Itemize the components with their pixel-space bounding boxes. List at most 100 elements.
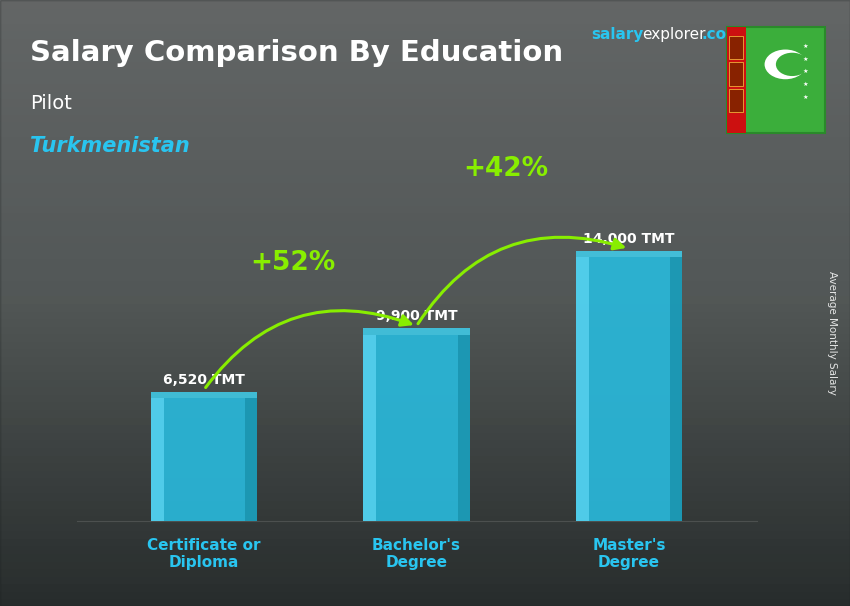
Bar — [0, 568, 850, 576]
Bar — [0, 15, 850, 22]
Bar — [0, 591, 850, 599]
Bar — [0, 189, 850, 197]
Bar — [0, 431, 850, 439]
Bar — [0, 53, 850, 61]
Bar — [0, 114, 850, 121]
FancyBboxPatch shape — [727, 27, 824, 133]
Text: .com: .com — [701, 27, 742, 42]
Bar — [0, 250, 850, 258]
Bar — [0, 204, 850, 212]
Bar — [0, 220, 850, 227]
Bar — [0, 136, 850, 144]
Bar — [0, 197, 850, 205]
Bar — [0, 38, 850, 45]
Polygon shape — [576, 257, 588, 521]
Bar — [0, 599, 850, 606]
Polygon shape — [151, 398, 257, 521]
Text: +42%: +42% — [463, 156, 548, 182]
Bar — [0, 144, 850, 152]
Polygon shape — [246, 398, 257, 521]
Bar — [0, 583, 850, 591]
Text: ★: ★ — [802, 44, 808, 49]
Bar — [0, 508, 850, 515]
Polygon shape — [671, 257, 682, 521]
Text: salary: salary — [591, 27, 643, 42]
Bar — [0, 159, 850, 167]
Bar — [0, 84, 850, 91]
Bar — [0, 30, 850, 38]
Bar — [0, 311, 850, 318]
Bar — [0, 106, 850, 114]
Text: ★: ★ — [802, 95, 808, 100]
Bar — [0, 152, 850, 159]
Bar — [0, 454, 850, 462]
Circle shape — [776, 53, 808, 76]
Bar — [0, 530, 850, 538]
Bar — [0, 296, 850, 303]
Bar — [0, 76, 850, 83]
Bar — [0, 280, 850, 288]
Polygon shape — [576, 257, 682, 521]
Bar — [0, 227, 850, 235]
Bar — [0, 522, 850, 530]
Bar — [0, 462, 850, 470]
Bar — [0, 576, 850, 583]
Text: explorer: explorer — [642, 27, 706, 42]
Bar — [0, 265, 850, 273]
Bar — [0, 341, 850, 348]
Polygon shape — [576, 251, 682, 257]
Bar — [0, 401, 850, 409]
Bar — [0, 273, 850, 280]
Bar — [0, 212, 850, 220]
Bar — [0, 91, 850, 98]
Text: ★: ★ — [802, 82, 808, 87]
Text: 6,520 TMT: 6,520 TMT — [163, 373, 245, 387]
Bar — [0, 364, 850, 371]
Bar — [0, 167, 850, 175]
Bar — [0, 182, 850, 189]
Bar — [0, 424, 850, 431]
Bar — [0, 235, 850, 242]
Polygon shape — [458, 335, 469, 521]
Bar — [729, 88, 743, 112]
Polygon shape — [151, 398, 163, 521]
Bar — [0, 61, 850, 68]
Bar — [0, 318, 850, 325]
Bar — [0, 417, 850, 424]
Polygon shape — [363, 328, 469, 335]
Bar — [0, 175, 850, 182]
Bar — [0, 545, 850, 553]
Bar — [0, 485, 850, 492]
Polygon shape — [151, 392, 257, 398]
Bar — [0, 98, 850, 106]
Bar — [0, 128, 850, 136]
Bar — [0, 121, 850, 129]
Bar — [729, 62, 743, 85]
Bar — [0, 553, 850, 561]
Bar — [0, 439, 850, 447]
Polygon shape — [363, 335, 376, 521]
Circle shape — [764, 50, 806, 79]
Bar — [0, 303, 850, 310]
Text: 9,900 TMT: 9,900 TMT — [376, 309, 457, 324]
Bar — [727, 27, 746, 133]
Bar — [0, 470, 850, 478]
Bar — [0, 379, 850, 387]
Polygon shape — [363, 335, 469, 521]
Bar — [0, 288, 850, 296]
Bar — [0, 492, 850, 500]
Text: Average Monthly Salary: Average Monthly Salary — [827, 271, 837, 395]
Bar — [0, 478, 850, 485]
Bar — [0, 258, 850, 265]
Bar — [0, 447, 850, 454]
Bar — [0, 500, 850, 508]
Bar — [0, 515, 850, 522]
Bar — [0, 371, 850, 379]
Text: Salary Comparison By Education: Salary Comparison By Education — [30, 39, 563, 67]
Bar — [0, 387, 850, 394]
Bar — [0, 333, 850, 341]
Bar — [0, 45, 850, 53]
Text: Turkmenistan: Turkmenistan — [30, 136, 190, 156]
Bar — [0, 348, 850, 356]
Bar — [0, 409, 850, 417]
